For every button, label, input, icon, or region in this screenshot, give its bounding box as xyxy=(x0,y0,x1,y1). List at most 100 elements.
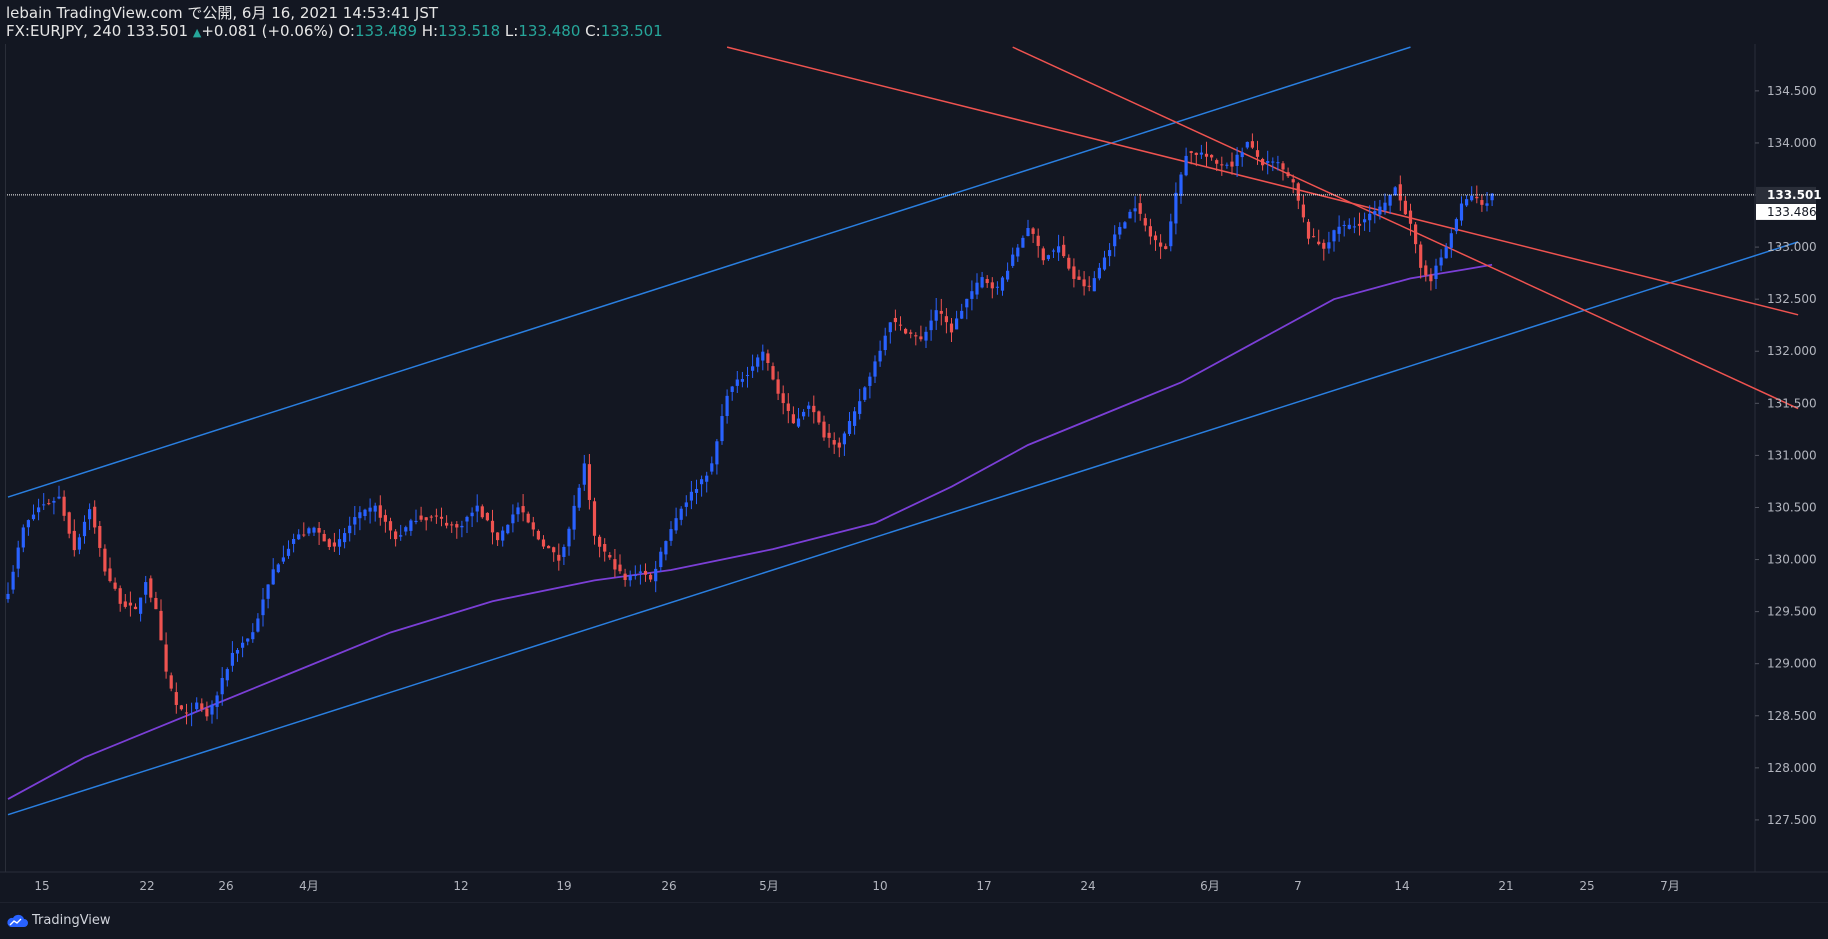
candle-body xyxy=(1266,161,1270,163)
candle-body xyxy=(1398,184,1402,201)
candle-body xyxy=(944,316,948,323)
x-tick-label: 4月 xyxy=(299,879,319,893)
candle-body xyxy=(1261,158,1265,166)
candle-body xyxy=(128,602,132,606)
candle-body xyxy=(1199,152,1203,155)
candle-body xyxy=(955,318,959,330)
candle-body xyxy=(103,548,107,572)
candle-body xyxy=(847,421,852,434)
candle-body xyxy=(552,547,556,553)
candle-body xyxy=(1215,160,1219,164)
candle-body xyxy=(419,515,423,520)
candle-body xyxy=(1337,226,1341,234)
brand-name: TradingView xyxy=(32,913,111,928)
candle-body xyxy=(1174,192,1178,224)
candle-body xyxy=(1281,163,1285,170)
candle-body xyxy=(184,712,189,714)
candle-body xyxy=(399,535,403,537)
candle-body xyxy=(77,537,81,550)
candle-body xyxy=(98,526,102,548)
x-tick-label: 7月 xyxy=(1660,879,1680,893)
candle-body xyxy=(970,291,974,299)
candle-body xyxy=(802,411,806,417)
candle-body xyxy=(689,491,693,501)
x-tick-label: 22 xyxy=(139,879,154,893)
candle-body xyxy=(990,282,994,289)
candle-body xyxy=(271,569,275,585)
candle-body xyxy=(1210,154,1214,158)
candle-body xyxy=(261,599,265,616)
candle-body xyxy=(496,532,500,541)
candle-body xyxy=(31,514,36,520)
candle-body xyxy=(67,512,71,534)
candle-body xyxy=(220,677,224,695)
candle-body xyxy=(1347,224,1351,229)
candle-body xyxy=(587,464,591,500)
candle-body xyxy=(1250,141,1254,148)
x-tick-label: 26 xyxy=(218,879,233,893)
candle-body xyxy=(562,546,566,557)
close-value: 133.501 xyxy=(600,22,663,40)
candle-body xyxy=(1143,218,1147,226)
candle-body xyxy=(1046,255,1050,260)
candle-body xyxy=(414,520,418,523)
candle-body xyxy=(1220,164,1224,166)
candle-body xyxy=(919,336,923,340)
candle-body xyxy=(149,578,153,598)
x-tick-label: 7 xyxy=(1294,879,1302,893)
candle-body xyxy=(1296,183,1300,201)
y-tick-label: 129.000 xyxy=(1767,657,1817,671)
candle-body xyxy=(934,310,938,321)
candle-body xyxy=(1133,208,1137,212)
candle-body xyxy=(164,644,168,672)
candle-body xyxy=(1439,257,1443,266)
candle-body xyxy=(235,650,240,654)
blue-trendline[interactable] xyxy=(7,241,1799,816)
candle-body xyxy=(873,361,877,377)
candle-body xyxy=(1306,221,1311,239)
y-tick-label: 132.500 xyxy=(1767,292,1817,306)
x-tick-label: 6月 xyxy=(1200,879,1220,893)
candle-body xyxy=(465,516,469,522)
candle-body xyxy=(1449,233,1453,248)
current-price-tag xyxy=(1756,186,1816,203)
candle-body xyxy=(791,414,795,424)
candle-body xyxy=(11,571,15,590)
candle-body xyxy=(1459,203,1464,221)
candle-body xyxy=(832,440,836,445)
candle-body xyxy=(1301,204,1305,218)
candle-body xyxy=(1434,265,1438,279)
candle-body xyxy=(547,545,551,549)
candle-body xyxy=(766,353,770,364)
candle-body xyxy=(1291,179,1295,183)
red-trendline[interactable] xyxy=(1012,46,1799,410)
candle-body xyxy=(118,588,122,604)
candle-body xyxy=(1255,150,1260,157)
blue-trendline[interactable] xyxy=(7,46,1411,498)
y-tick-label: 134.500 xyxy=(1767,84,1817,98)
x-axis: 15 22 26 4月 12 19 26 5月 10 17 24 6月 7 14 21 25 7月 xyxy=(34,879,1679,893)
candle-body xyxy=(735,379,739,386)
candle-body xyxy=(312,527,316,533)
x-tick-label: 14 xyxy=(1394,879,1409,893)
candle-body xyxy=(1000,277,1005,291)
red-trendline[interactable] xyxy=(726,46,1799,316)
candle-body xyxy=(373,505,377,512)
candle-body xyxy=(1235,154,1239,167)
candle-body xyxy=(1454,219,1458,232)
candle-body xyxy=(1026,228,1030,237)
candle-body xyxy=(1051,250,1056,252)
candle-body xyxy=(751,366,755,371)
candle-body xyxy=(582,463,586,485)
candle-body xyxy=(1072,266,1076,279)
candle-body xyxy=(1357,223,1362,226)
tradingview-logo[interactable]: TradingView xyxy=(6,913,111,928)
candle-body xyxy=(572,505,576,530)
candle-body xyxy=(781,393,785,404)
candle-body xyxy=(1327,242,1331,249)
candle-body xyxy=(1148,226,1152,237)
candle-body xyxy=(730,386,734,392)
candle-body xyxy=(1444,247,1448,259)
x-tick-label: 17 xyxy=(976,879,991,893)
